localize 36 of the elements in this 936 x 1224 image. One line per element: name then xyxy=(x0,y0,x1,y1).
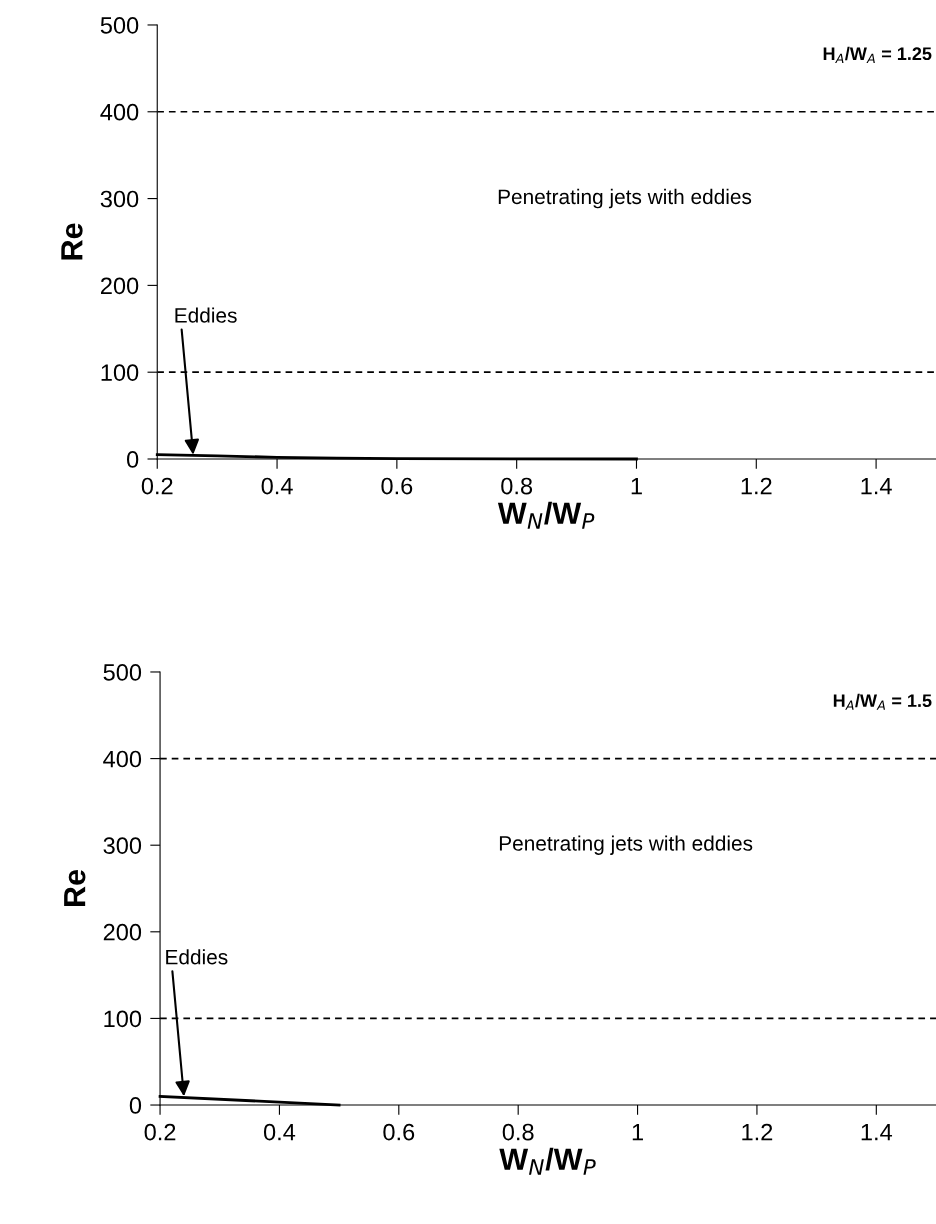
annotation: H$_{A}$/W$_{A}$ = 1.25 xyxy=(823,46,932,63)
x-tick-label: 0.6 xyxy=(381,477,413,495)
y-tick-label: 500 xyxy=(100,17,139,34)
x-tick-label: 1 xyxy=(632,1123,643,1141)
x-tick-label: 0.4 xyxy=(261,477,293,495)
x-tick-label: 1.2 xyxy=(742,1123,773,1141)
y-axis-title: Re xyxy=(64,870,86,906)
y-tick-label: 500 xyxy=(103,664,142,681)
y-axis-title: Re xyxy=(61,223,83,260)
x-tick-label: 0.4 xyxy=(263,1123,296,1141)
annotation: Penetrating jets with eddies xyxy=(499,835,753,855)
y-tick-label: 400 xyxy=(100,103,139,121)
x-axis-title: W$_{N}$/W$_{P}$ xyxy=(499,1147,596,1175)
x-axis-title: W$_{N}$/W$_{P}$ xyxy=(497,501,595,529)
annotation: Eddies xyxy=(166,949,228,965)
x-tick-label: 0.2 xyxy=(144,1123,176,1141)
annotation: H$_{A}$/W$_{A}$ = 1.5 xyxy=(833,693,932,710)
x-tick-label: 1.2 xyxy=(741,477,772,495)
annotation: Penetrating jets with eddies xyxy=(498,188,752,209)
y-tick-label: 0 xyxy=(129,1097,142,1114)
x-tick-label: 1.4 xyxy=(861,1123,893,1141)
x-tick-label: 1 xyxy=(631,477,642,495)
x-tick-label: 1.4 xyxy=(861,477,892,495)
y-tick-label: 400 xyxy=(103,750,142,768)
y-tick-label: 200 xyxy=(100,277,139,295)
x-tick-label: 0.2 xyxy=(141,477,173,495)
x-tick-label: 0.8 xyxy=(501,477,533,495)
annotation: Eddies xyxy=(175,307,237,323)
x-tick-label: 0.8 xyxy=(502,1123,534,1141)
y-tick-label: 0 xyxy=(126,451,139,468)
x-tick-label: 0.6 xyxy=(383,1123,415,1141)
y-tick-label: 300 xyxy=(100,190,139,208)
y-tick-label: 200 xyxy=(103,923,142,941)
y-tick-label: 300 xyxy=(103,837,142,854)
y-tick-label: 100 xyxy=(101,364,139,381)
y-tick-label: 100 xyxy=(104,1010,142,1028)
